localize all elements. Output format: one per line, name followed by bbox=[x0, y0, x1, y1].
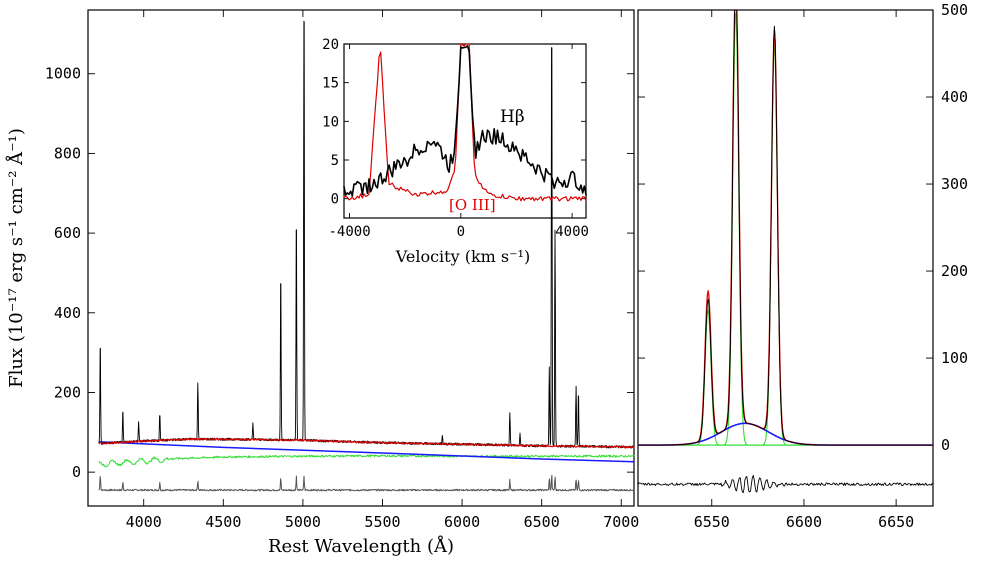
series-host-galaxy bbox=[98, 454, 635, 468]
y-tick-label: 300 bbox=[941, 175, 968, 193]
x-tick-label: 6650 bbox=[878, 513, 914, 531]
series-data bbox=[637, 9, 934, 446]
inset-ticks: -4000 0 4000 0 5 10 15 20 bbox=[322, 37, 589, 240]
series-residual bbox=[637, 474, 934, 494]
main-y-axis-label: Flux (10⁻¹⁷ erg s⁻¹ cm⁻² Å⁻¹) bbox=[5, 128, 27, 388]
y-tick-label: 15 bbox=[322, 76, 339, 92]
y-tick-label: 200 bbox=[54, 383, 81, 401]
main-panel-frame bbox=[87, 9, 635, 507]
x-tick-label: 5000 bbox=[285, 513, 321, 531]
zoom-panel-frame bbox=[637, 9, 934, 507]
x-tick-label: 4500 bbox=[205, 513, 241, 531]
inset-series bbox=[343, 43, 587, 202]
main-x-axis-label: Rest Wavelength (Å) bbox=[268, 535, 454, 557]
x-tick-label: 6500 bbox=[524, 513, 560, 531]
series-narrow-component bbox=[637, 309, 934, 446]
y-tick-label: 100 bbox=[941, 349, 968, 367]
series-total-fit bbox=[637, 9, 934, 446]
inset-hbeta-label: Hβ bbox=[500, 107, 525, 127]
x-tick-label: 6000 bbox=[444, 513, 480, 531]
y-tick-label: 1000 bbox=[45, 65, 81, 83]
x-tick-label: -4000 bbox=[328, 224, 370, 240]
y-tick-label: 600 bbox=[54, 224, 81, 242]
series-power-law bbox=[98, 441, 635, 463]
y-tick-label: 5 bbox=[331, 153, 339, 169]
series-broad-halpha bbox=[637, 422, 934, 446]
y-tick-label: 0 bbox=[331, 192, 339, 208]
y-tick-label: 500 bbox=[941, 1, 968, 19]
x-tick-label: 4000 bbox=[126, 513, 162, 531]
y-tick-label: 400 bbox=[941, 88, 968, 106]
zoom-ticks: 6550 6600 6650 0 100 200 300 400 500 bbox=[638, 1, 968, 531]
x-tick-label: 6600 bbox=[786, 513, 822, 531]
series-hbeta bbox=[343, 45, 587, 197]
y-tick-label: 10 bbox=[322, 114, 339, 130]
y-tick-label: 0 bbox=[72, 463, 81, 481]
x-tick-label: 0 bbox=[457, 224, 465, 240]
y-tick-label: 20 bbox=[322, 37, 339, 53]
inset-panel-frame bbox=[343, 43, 587, 219]
series-emission-residual bbox=[98, 474, 635, 492]
main-ticks: 4000 4500 5000 5500 6000 6500 7000020040060080… bbox=[45, 10, 639, 531]
x-tick-label: 6550 bbox=[694, 513, 730, 531]
x-tick-label: 5500 bbox=[364, 513, 400, 531]
zoom-series bbox=[637, 9, 934, 494]
inset-x-axis-label: Velocity (km s⁻¹) bbox=[395, 247, 530, 266]
series-narrow-component bbox=[637, 44, 934, 446]
x-tick-label: 7000 bbox=[603, 513, 639, 531]
y-tick-label: 800 bbox=[54, 144, 81, 162]
x-tick-label: 4000 bbox=[555, 224, 589, 240]
series-total-model bbox=[98, 437, 635, 449]
series-narrow-component bbox=[637, 12, 934, 446]
y-tick-label: 200 bbox=[941, 262, 968, 280]
main-series bbox=[98, 20, 635, 492]
series-oiii bbox=[343, 43, 587, 202]
y-tick-label: 0 bbox=[941, 436, 950, 454]
y-tick-label: 400 bbox=[54, 304, 81, 322]
inset-oiii-label: [O III] bbox=[449, 196, 496, 214]
